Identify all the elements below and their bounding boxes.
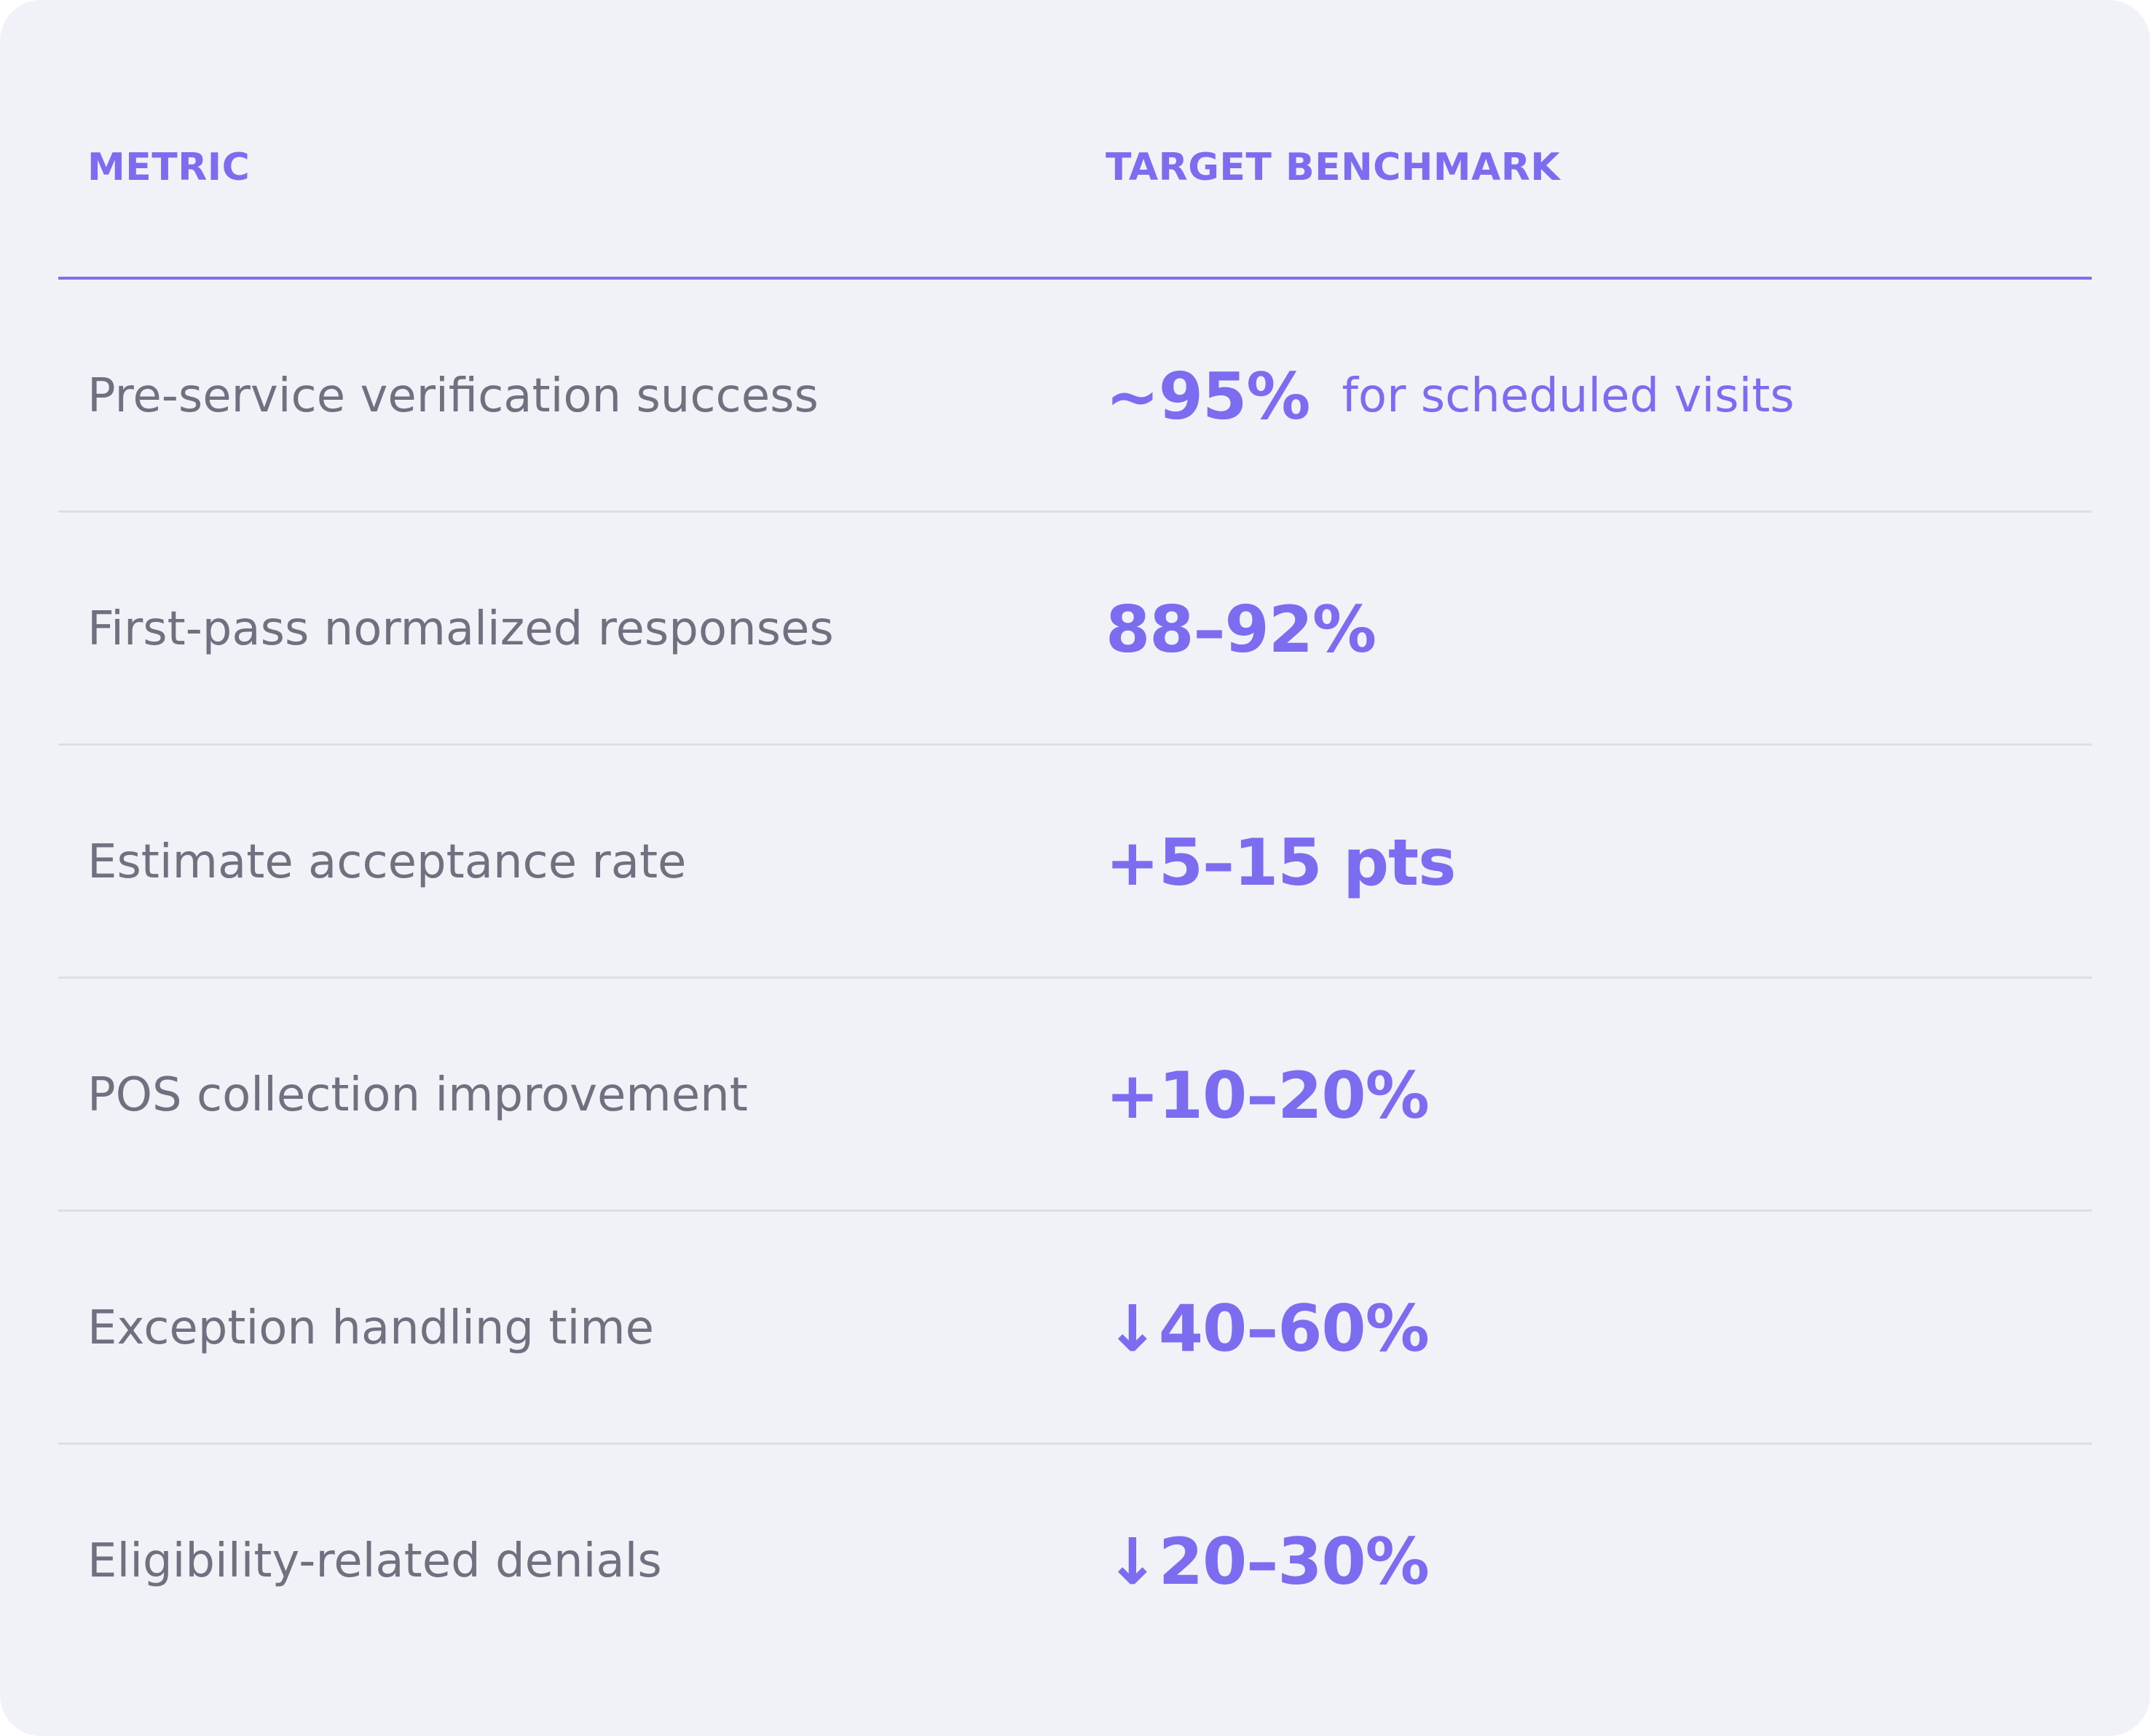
- target-value: 88–92%: [1106, 591, 1377, 667]
- target-value: +10–20%: [1106, 1057, 1430, 1133]
- target-value: ↓20–30%: [1106, 1523, 1430, 1599]
- target-cell: ↓20–30%: [1106, 1445, 1430, 1678]
- table-body: Pre-service verification success ~95% fo…: [58, 280, 2092, 1678]
- metric-label: Estimate acceptance rate: [87, 835, 687, 889]
- table-row: Eligibility-related denials ↓20–30%: [58, 1445, 2092, 1678]
- target-cell: ↓40–60%: [1106, 1212, 1430, 1445]
- metric-label: First-pass normalized responses: [87, 602, 834, 656]
- table-row: Exception handling time ↓40–60%: [58, 1212, 2092, 1445]
- table-row: Estimate acceptance rate +5–15 pts: [58, 746, 2092, 979]
- metric-label: Pre-service verification success: [87, 369, 819, 423]
- metric-label: POS collection improvement: [87, 1068, 748, 1122]
- target-note: for scheduled visits: [1342, 369, 1795, 423]
- target-value: +5–15 pts: [1106, 824, 1456, 900]
- table-row: First-pass normalized responses 88–92%: [58, 513, 2092, 746]
- metric-label: Eligibility-related denials: [87, 1534, 662, 1588]
- target-value: ~95%: [1106, 358, 1310, 434]
- target-cell: 88–92%: [1106, 513, 1377, 746]
- target-value: ↓40–60%: [1106, 1290, 1430, 1366]
- table-row: POS collection improvement +10–20%: [58, 979, 2092, 1212]
- target-cell: +5–15 pts: [1106, 746, 1456, 979]
- target-cell: +10–20%: [1106, 979, 1430, 1212]
- column-header-target-benchmark: TARGET BENCHMARK: [1106, 146, 1561, 189]
- table-row: Pre-service verification success ~95% fo…: [58, 280, 2092, 513]
- column-header-metric: METRIC: [87, 146, 251, 189]
- metric-label: Exception handling time: [87, 1301, 654, 1355]
- table-header: METRIC TARGET BENCHMARK: [58, 0, 2092, 280]
- target-cell: ~95% for scheduled visits: [1106, 280, 1795, 513]
